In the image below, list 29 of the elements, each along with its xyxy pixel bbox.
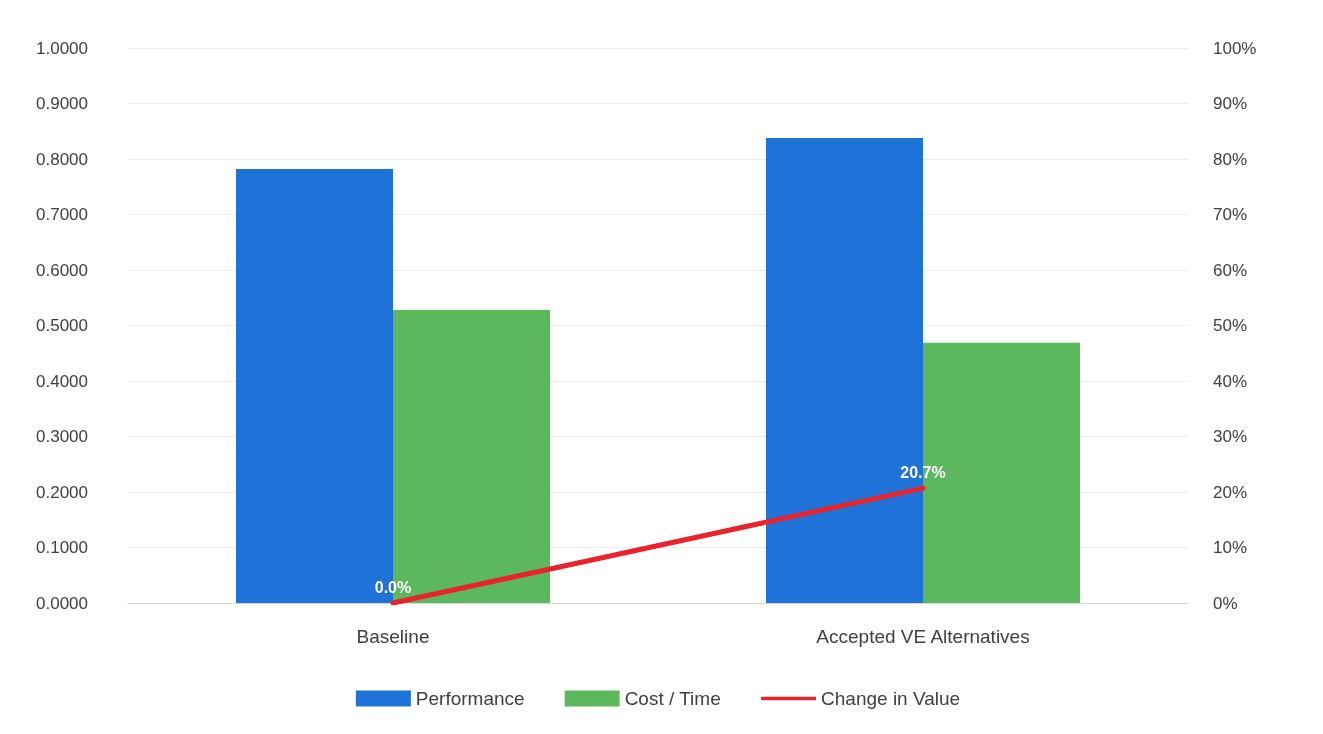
y-tick-label: 0.9000: [36, 94, 88, 113]
y2-tick-label: 70%: [1213, 205, 1248, 224]
y-tick-label: 0.5000: [36, 316, 88, 335]
legend-label: Performance: [415, 688, 525, 709]
y-tick-label: 1.0000: [36, 38, 88, 58]
y2-tick-label: 10%: [1213, 538, 1248, 557]
x-tick-label: Accepted VE Alternatives: [816, 626, 1030, 647]
y2-tick-label: 100%: [1213, 38, 1257, 58]
y2-tick-label: 30%: [1213, 427, 1248, 446]
data-label: 20.7%: [900, 463, 946, 481]
y2-tick-label: 0%: [1213, 593, 1238, 613]
y-tick-label: 0.7000: [36, 205, 88, 224]
legend-label: Change in Value: [821, 688, 961, 709]
y2-tick-label: 90%: [1213, 94, 1248, 113]
y2-tick-label: 50%: [1213, 316, 1248, 335]
data-label: 0.0%: [374, 578, 412, 596]
y-tick-label: 0.4000: [36, 371, 88, 391]
y-tick-label: 0.0000: [36, 593, 88, 613]
y-tick-label: 0.8000: [36, 149, 88, 169]
y2-tick-label: 40%: [1213, 371, 1248, 391]
x-tick-label: Baseline: [356, 626, 430, 647]
y2-tick-label: 80%: [1213, 149, 1248, 169]
y-tick-label: 0.3000: [36, 427, 88, 446]
y2-tick-label: 60%: [1213, 260, 1248, 280]
y2-tick-label: 20%: [1213, 482, 1248, 502]
legend-label: Cost / Time: [624, 688, 721, 709]
y-tick-label: 0.1000: [36, 538, 88, 557]
y-tick-label: 0.6000: [36, 260, 88, 280]
y-tick-label: 0.2000: [36, 482, 88, 502]
